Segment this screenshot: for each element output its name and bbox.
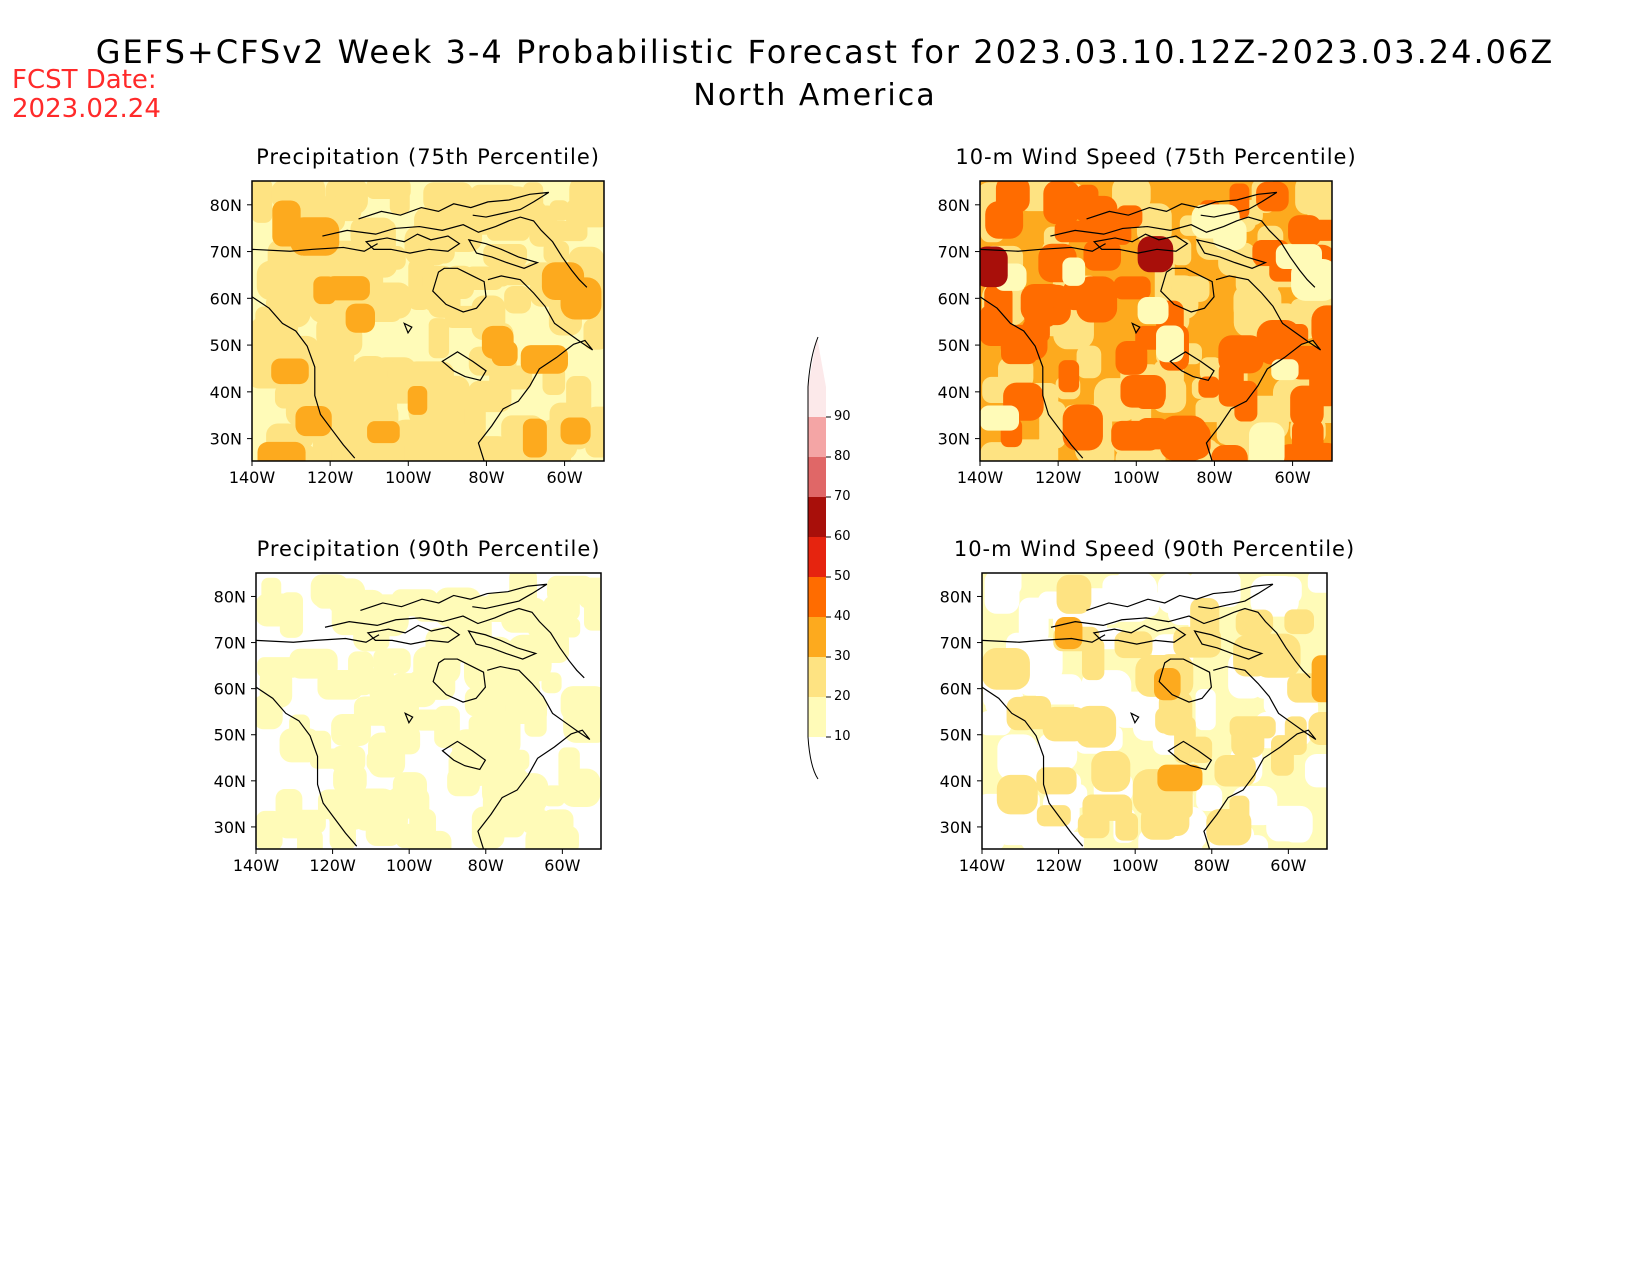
lat-tick-label: 30N xyxy=(940,818,972,837)
colorbar-segment xyxy=(808,617,826,657)
lat-tick-label: 80N xyxy=(940,587,972,606)
lat-tick-label: 80N xyxy=(210,196,242,215)
lon-tick-label: 120W xyxy=(1035,468,1082,487)
fcst-date-value: 2023.02.24 xyxy=(12,94,161,124)
lat-tick-label: 30N xyxy=(210,430,242,449)
lat-tick-label: 80N xyxy=(214,587,246,606)
colorbar-segment xyxy=(808,537,826,577)
lon-tick-label: 140W xyxy=(233,856,280,875)
colorbar-tick-label: 50 xyxy=(834,569,851,584)
probability-field xyxy=(252,181,604,461)
lon-tick-label: 60W xyxy=(1274,468,1310,487)
map-panel-2: 10-m Wind Speed (75th Percentile) 80N 70N 6… xyxy=(938,145,1356,487)
lat-tick-label: 70N xyxy=(938,243,970,262)
lon-tick-label: 140W xyxy=(957,468,1004,487)
forecast-date-label: FCST Date: 2023.02.24 xyxy=(12,66,161,124)
lat-tick-label: 50N xyxy=(210,336,242,355)
lat-tick-label: 50N xyxy=(214,726,246,745)
lat-tick-label: 40N xyxy=(210,383,242,402)
panel-title: Precipitation (90th Percentile) xyxy=(257,537,601,561)
colorbar-tick-label: 70 xyxy=(834,489,851,504)
panel-title: Precipitation (75th Percentile) xyxy=(256,145,600,169)
lat-tick-label: 30N xyxy=(214,818,246,837)
map-frame xyxy=(979,180,1333,462)
colorbar-tick-label: 90 xyxy=(834,409,851,424)
lat-tick-label: 40N xyxy=(938,383,970,402)
probability-field xyxy=(256,573,601,849)
lon-tick-label: 80W xyxy=(468,468,504,487)
lat-tick-label: 60N xyxy=(210,289,242,308)
lat-tick-label: 60N xyxy=(938,289,970,308)
panel-title: 10-m Wind Speed (75th Percentile) xyxy=(955,145,1356,169)
colorbar-tick-label: 40 xyxy=(834,609,851,624)
lon-tick-label: 120W xyxy=(1035,856,1082,875)
lat-tick-label: 50N xyxy=(938,336,970,355)
lon-tick-label: 140W xyxy=(229,468,276,487)
lat-tick-label: 70N xyxy=(940,634,972,653)
lon-tick-label: 100W xyxy=(1112,856,1159,875)
map-frame xyxy=(981,572,1328,850)
colorbar-segment xyxy=(808,577,826,617)
lon-tick-label: 60W xyxy=(546,468,582,487)
colorbar-segment xyxy=(808,457,826,497)
lat-tick-label: 80N xyxy=(938,196,970,215)
lon-tick-label: 120W xyxy=(307,468,354,487)
colorbar-segment xyxy=(808,497,826,537)
lon-tick-label: 100W xyxy=(385,468,432,487)
lon-tick-label: 100W xyxy=(1113,468,1160,487)
probability-field xyxy=(982,573,1327,849)
colorbar-segment xyxy=(808,697,826,737)
lon-tick-label: 80W xyxy=(1194,856,1230,875)
lat-tick-label: 30N xyxy=(938,430,970,449)
figure-title: GEFS+CFSv2 Week 3-4 Probabilistic Foreca… xyxy=(95,33,1555,71)
lon-tick-label: 100W xyxy=(386,856,433,875)
lon-tick-label: 60W xyxy=(1270,856,1306,875)
map-frame xyxy=(255,572,602,850)
lon-tick-label: 120W xyxy=(309,856,356,875)
colorbar: 10 20 30 40 50 60 70 80 90 xyxy=(807,336,851,780)
colorbar-segment xyxy=(808,417,826,457)
lat-tick-label: 50N xyxy=(940,726,972,745)
colorbar-tick-label: 20 xyxy=(834,689,851,704)
panel-title: 10-m Wind Speed (90th Percentile) xyxy=(954,537,1355,561)
lat-tick-label: 40N xyxy=(940,772,972,791)
probability-field xyxy=(980,181,1332,461)
fcst-date-caption: FCST Date: xyxy=(12,65,157,95)
lat-tick-label: 60N xyxy=(214,680,246,699)
lat-tick-label: 40N xyxy=(214,772,246,791)
colorbar-tick-label: 60 xyxy=(834,529,851,544)
colorbar-tick-label: 80 xyxy=(834,449,851,464)
colorbar-segment xyxy=(808,657,826,697)
map-panel-4: 10-m Wind Speed (90th Percentile) 80N 70N 6… xyxy=(940,537,1355,875)
lon-tick-label: 140W xyxy=(959,856,1006,875)
lat-tick-label: 60N xyxy=(940,680,972,699)
colorbar-tick-label: 30 xyxy=(834,649,851,664)
lat-tick-label: 70N xyxy=(214,634,246,653)
map-panel-1: Precipitation (75th Percentile) 80N 70N 60N… xyxy=(210,145,605,487)
colorbar-segment xyxy=(808,337,826,417)
lon-tick-label: 60W xyxy=(544,856,580,875)
figure-subtitle: North America xyxy=(693,78,937,113)
lat-tick-label: 70N xyxy=(210,243,242,262)
map-frame xyxy=(251,180,605,462)
map-panel-3: Precipitation (90th Percentile) 80N 70N 60N… xyxy=(214,537,602,875)
lon-tick-label: 80W xyxy=(1196,468,1232,487)
colorbar-tick-label: 10 xyxy=(834,729,851,744)
lon-tick-label: 80W xyxy=(468,856,504,875)
